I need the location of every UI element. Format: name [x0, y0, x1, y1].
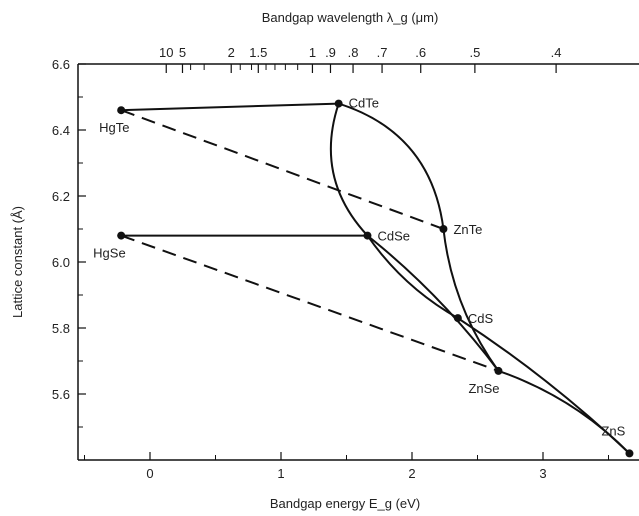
x-axis-title: Bandgap energy E_g (eV) — [270, 496, 420, 511]
top-tick-label: 2 — [228, 45, 235, 60]
point-label-cdte: CdTe — [349, 96, 379, 111]
top-tick-label: .5 — [469, 45, 480, 60]
x-tick-label: 0 — [146, 466, 153, 481]
line-hgte-cdte — [121, 102, 339, 112]
connection-lines — [120, 102, 631, 455]
line-znse-zns — [498, 369, 631, 455]
point-label-znte: ZnTe — [453, 222, 482, 237]
y-tick-label: 5.8 — [52, 321, 70, 336]
point-label-cds: CdS — [468, 311, 494, 326]
line-cdse-cds — [366, 235, 459, 319]
line-hgte-znte — [120, 109, 444, 230]
top-tick-label: .9 — [325, 45, 336, 60]
line-znte-znse — [442, 228, 500, 372]
line-cdse-znse — [366, 234, 500, 372]
point-znse — [494, 366, 503, 375]
top-tick-label: .6 — [415, 45, 426, 60]
line-cdte-znte — [338, 102, 445, 230]
y-tick-label: 6.2 — [52, 189, 70, 204]
y-tick-label: 5.6 — [52, 387, 70, 402]
y-axis-title: Lattice constant (Å) — [10, 206, 25, 318]
top-tick-label: 10 — [159, 45, 173, 60]
top-tick-label: 1.5 — [249, 45, 267, 60]
x-tick-label: 1 — [277, 466, 284, 481]
top-tick-label: .8 — [348, 45, 359, 60]
point-cds — [453, 314, 462, 323]
point-znte — [439, 225, 448, 233]
top-tick-label: 5 — [179, 45, 186, 60]
point-label-hgte: HgTe — [99, 120, 129, 135]
y-tick-label: 6.0 — [52, 255, 70, 270]
point-zns — [625, 449, 634, 458]
line-cdte-cdse — [329, 103, 369, 237]
top-tick-label: .4 — [551, 45, 562, 60]
point-hgse — [117, 231, 126, 240]
x-tick-label: 3 — [539, 466, 546, 481]
x-tick-label: 2 — [408, 466, 415, 481]
top-axis-title: Bandgap wavelength λ_g (μm) — [262, 10, 439, 25]
top-tick-label: .7 — [377, 45, 388, 60]
y-tick-label: 6.6 — [52, 57, 70, 72]
tick-marks: 0 1 2 3 5.6 5.8 6.0 6.2 6.4 6.6 10 5 2 1.5 1 .9 .8 .7 .6 .5… — [52, 45, 609, 481]
line-hgse-znse — [120, 234, 499, 372]
point-cdte — [334, 99, 343, 108]
point-label-hgse: HgSe — [93, 246, 126, 261]
top-tick-label: 1 — [309, 45, 316, 60]
point-cdse — [363, 231, 372, 240]
point-label-znse: ZnSe — [468, 381, 499, 396]
data-points: HgTe CdTe ZnTe HgSe CdSe CdS ZnSe ZnS — [93, 96, 634, 458]
point-label-cdse: CdSe — [377, 229, 410, 244]
y-tick-label: 6.4 — [52, 123, 70, 138]
point-hgte — [117, 106, 126, 115]
point-label-zns: ZnS — [601, 423, 625, 438]
